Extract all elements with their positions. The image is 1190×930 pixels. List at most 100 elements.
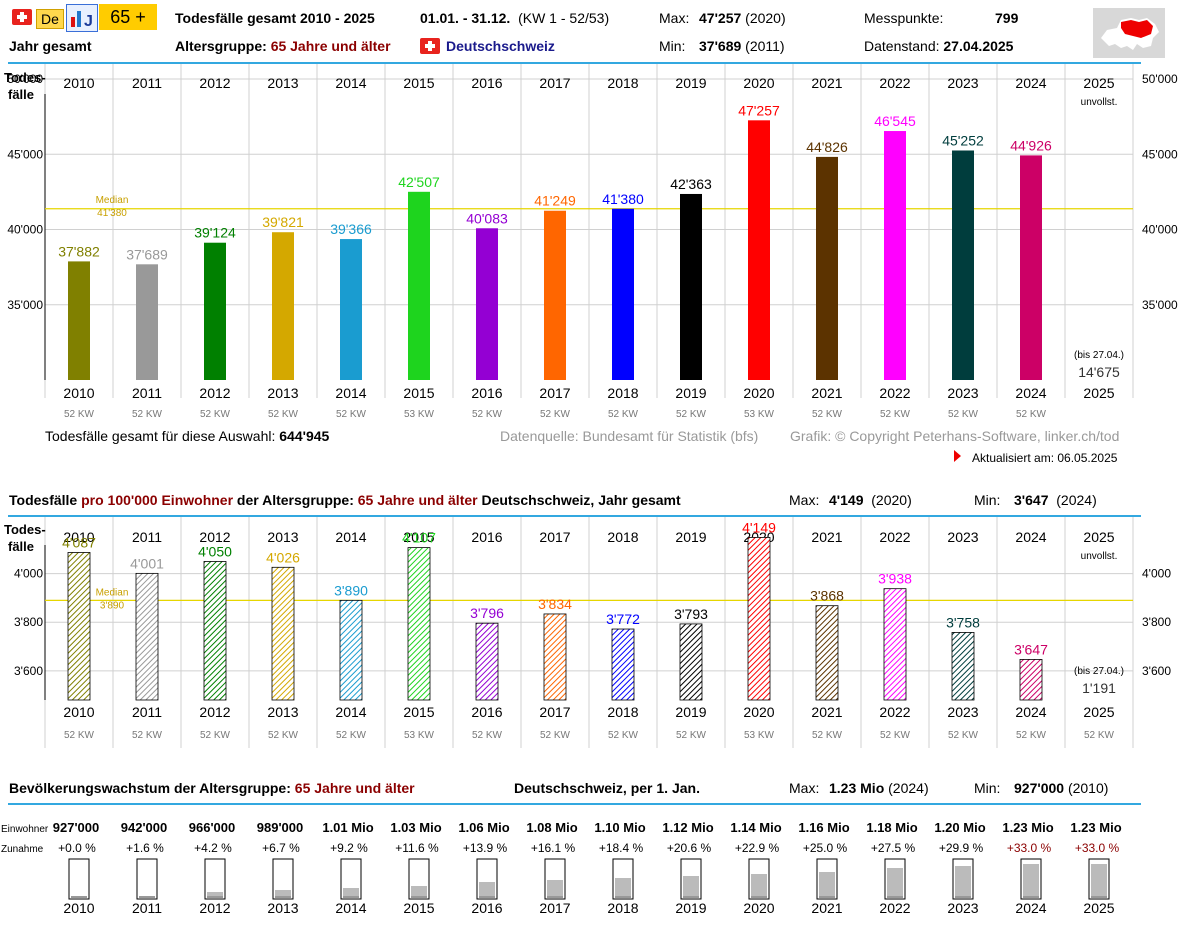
year-label-top: 2018 — [607, 75, 638, 91]
partial-value-note: (bis 27.04.) — [1074, 666, 1124, 677]
bar-value-label: 47'257 — [738, 102, 780, 118]
section2-min-label: Min: — [974, 492, 1001, 508]
switzerland-map-icon[interactable] — [1093, 8, 1165, 58]
year-label-bottom: 2025 — [1083, 704, 1114, 720]
year-label-top: 2017 — [539, 529, 570, 545]
age-group-badge[interactable]: 65 + — [99, 4, 157, 30]
app-chart-icon[interactable]: J — [66, 4, 98, 32]
kw-label: 52 KW — [336, 730, 367, 741]
bar — [1020, 155, 1042, 380]
bar-value-label: 39'366 — [330, 221, 372, 237]
bar — [543, 613, 567, 701]
bar — [408, 191, 430, 380]
year-label-top: 2015 — [403, 529, 434, 545]
year-label-top: 2012 — [199, 529, 230, 545]
year-label-bottom: 2017 — [539, 704, 570, 720]
y-axis-label-line: Todes- — [4, 70, 46, 85]
section2-title: Todesfälle pro 100'000 Einwohner der Alt… — [9, 492, 681, 508]
year-label-top: 2023 — [947, 75, 978, 91]
bar — [135, 572, 159, 701]
bar-value-label: 3'938 — [878, 571, 912, 587]
kw-label: 52 KW — [336, 409, 367, 420]
min-label: Min: — [659, 38, 686, 54]
population-value: 1.20 Mio — [934, 820, 985, 835]
bar-value-label: 3'772 — [606, 611, 640, 627]
data-source: Datenquelle: Bundesamt für Statistik (bf… — [500, 428, 759, 444]
bar — [67, 552, 91, 701]
year-label-bottom: 2019 — [675, 385, 706, 401]
bar — [475, 622, 499, 701]
bar-value-label: 37'882 — [58, 243, 100, 259]
kw-label: 53 KW — [744, 409, 775, 420]
y-tick-label: 4'000 — [1142, 567, 1171, 581]
year-label-top: 2021 — [811, 75, 842, 91]
y-tick-label: 45'000 — [1142, 147, 1178, 161]
messpunkte-label: Messpunkte: — [864, 10, 944, 26]
year-label-top: 2018 — [607, 529, 638, 545]
bar — [816, 156, 838, 380]
deaths-total-chart: 35'000 35'000 40'000 40'000 45'000 45'000 50'0… — [4, 64, 1178, 420]
kw-label: 53 KW — [744, 730, 775, 741]
date-range: 01.01. - 31.12. (KW 1 - 52/53) — [420, 10, 610, 26]
kw-label: 53 KW — [404, 409, 435, 420]
kw-label: 53 KW — [404, 730, 435, 741]
year-label-top: 2014 — [335, 75, 366, 91]
year-label: 2010 — [63, 900, 94, 916]
year-label-top: 2016 — [471, 529, 502, 545]
section3-min: 927'000 (2010) — [1014, 780, 1109, 796]
year-label: 2020 — [743, 900, 774, 916]
year-label: 2011 — [132, 900, 162, 916]
population-value: 1.18 Mio — [866, 820, 917, 835]
population-value: 989'000 — [257, 820, 303, 835]
language-toggle[interactable]: De — [36, 9, 64, 29]
kw-label: 52 KW — [880, 730, 911, 741]
bar — [68, 261, 90, 380]
triangle-right-icon — [954, 450, 961, 462]
year-label-bottom: 2020 — [743, 385, 774, 401]
y-tick-label: 40'000 — [7, 223, 43, 237]
year-label-bottom: 2024 — [1015, 385, 1046, 401]
kw-label: 52 KW — [540, 409, 571, 420]
year-label: 2014 — [335, 900, 366, 916]
increase-value: +27.5 % — [871, 841, 916, 855]
y-axis-label-line: fälle — [8, 87, 34, 102]
section3-max: 1.23 Mio (2024) — [829, 780, 929, 796]
y-tick-label: 4'000 — [14, 567, 43, 581]
bar-value-label: 1'191 — [1082, 680, 1116, 696]
year-label-bottom: 2022 — [879, 385, 910, 401]
y-axis-label-line: Todes- — [4, 522, 46, 537]
partial-year-note: unvollst. — [1081, 97, 1118, 108]
bar-value-label: 41'380 — [602, 191, 644, 207]
year-label-bottom: 2014 — [335, 704, 366, 720]
population-value: 1.12 Mio — [662, 820, 713, 835]
population-value: 966'000 — [189, 820, 235, 835]
bar-value-label: 3'758 — [946, 614, 980, 630]
year-label-bottom: 2024 — [1015, 704, 1046, 720]
year-label-top: 2022 — [879, 529, 910, 545]
bar-value-label: 41'249 — [534, 193, 576, 209]
kw-label: 52 KW — [676, 409, 707, 420]
kw-label: 52 KW — [132, 730, 163, 741]
deaths-per-100k-chart: 3'600 3'600 3'800 3'800 4'000 4'000 Todes-fäll… — [4, 517, 1171, 748]
population-row-label: Einwohner — [1, 824, 49, 835]
svg-text:J: J — [84, 13, 93, 30]
bar-value-label: 3'868 — [810, 588, 844, 604]
bar — [815, 605, 839, 701]
kw-label: 52 KW — [132, 409, 163, 420]
region-label[interactable]: Deutschschweiz — [446, 38, 555, 54]
y-tick-label: 50'000 — [7, 72, 43, 86]
year-label-bottom: 2013 — [267, 704, 298, 720]
section2-max: 4'149 (2020) — [829, 492, 912, 508]
median-value-label: 3'890 — [100, 600, 125, 611]
kw-label: 52 KW — [608, 409, 639, 420]
year-label-bottom: 2022 — [879, 704, 910, 720]
population-value: 927'000 — [53, 820, 99, 835]
year-label: 2023 — [947, 900, 978, 916]
population-value: 1.01 Mio — [322, 820, 373, 835]
increase-value: +18.4 % — [599, 841, 644, 855]
bar-value-label: 3'834 — [538, 596, 572, 612]
bar — [204, 242, 226, 380]
section3-max-label: Max: — [789, 780, 820, 796]
bar — [476, 228, 498, 380]
bar-value-label: 3'890 — [334, 582, 368, 598]
